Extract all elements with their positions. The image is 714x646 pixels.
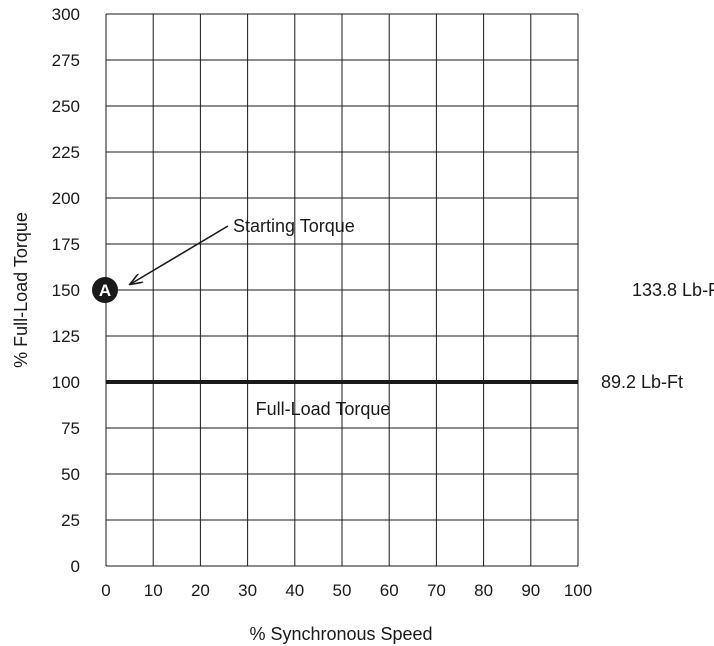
y-tick-label: 75 bbox=[61, 419, 80, 438]
y-tick-label: 25 bbox=[61, 511, 80, 530]
x-tick-labels: 0 10 20 30 40 50 60 70 80 90 100 bbox=[101, 581, 592, 600]
x-tick-label: 60 bbox=[380, 581, 399, 600]
y-tick-label: 150 bbox=[52, 281, 80, 300]
y-tick-label: 100 bbox=[52, 373, 80, 392]
annotations: Starting Torque Full-Load Torque bbox=[131, 216, 391, 419]
x-tick-label: 30 bbox=[238, 581, 257, 600]
x-tick-label: 100 bbox=[564, 581, 592, 600]
starting-torque-label: Starting Torque bbox=[233, 216, 355, 236]
y-tick-labels: 0 25 50 75 100 125 150 175 200 225 250 275 300 bbox=[52, 5, 80, 576]
y-tick-label: 175 bbox=[52, 235, 80, 254]
x-tick-label: 10 bbox=[144, 581, 163, 600]
y-tick-label: 0 bbox=[71, 557, 80, 576]
y-tick-label: 50 bbox=[61, 465, 80, 484]
starting-torque-value: 133.8 Lb-Ft bbox=[632, 280, 714, 300]
right-side-labels: 133.8 Lb-Ft 89.2 Lb-Ft bbox=[601, 280, 714, 392]
y-tick-label: 125 bbox=[52, 327, 80, 346]
x-tick-label: 0 bbox=[101, 581, 110, 600]
y-tick-label: 200 bbox=[52, 189, 80, 208]
y-tick-label: 250 bbox=[52, 97, 80, 116]
y-tick-label: 275 bbox=[52, 51, 80, 70]
marked-points: A bbox=[92, 277, 118, 303]
x-tick-label: 90 bbox=[521, 581, 540, 600]
full-load-torque-value: 89.2 Lb-Ft bbox=[601, 372, 683, 392]
x-tick-label: 50 bbox=[333, 581, 352, 600]
y-tick-label: 225 bbox=[52, 143, 80, 162]
x-tick-label: 80 bbox=[474, 581, 493, 600]
starting-torque-arrow bbox=[131, 225, 229, 284]
point-a-label: A bbox=[99, 281, 111, 300]
x-tick-label: 40 bbox=[285, 581, 304, 600]
y-axis-title: % Full-Load Torque bbox=[11, 212, 31, 368]
x-axis-title: % Synchronous Speed bbox=[249, 624, 432, 644]
full-load-torque-label: Full-Load Torque bbox=[256, 399, 391, 419]
y-tick-label: 300 bbox=[52, 5, 80, 24]
x-tick-label: 20 bbox=[191, 581, 210, 600]
point-a-marker bbox=[92, 277, 118, 303]
grid-lines bbox=[105, 13, 579, 567]
x-tick-label: 70 bbox=[427, 581, 446, 600]
